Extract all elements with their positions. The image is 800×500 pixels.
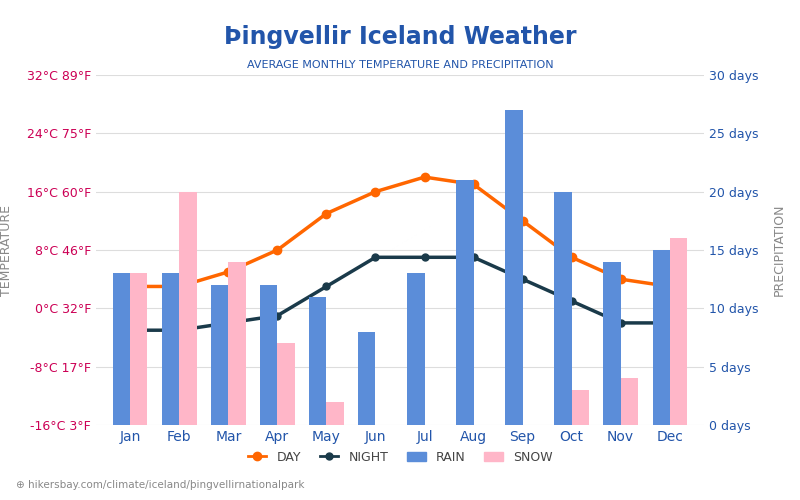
NIGHT	[322, 284, 331, 290]
Text: Þingvellir Iceland Weather: Þingvellir Iceland Weather	[224, 25, 576, 49]
Bar	[260, 285, 278, 425]
DAY	[174, 284, 184, 290]
NIGHT	[518, 276, 527, 282]
Bar	[113, 274, 130, 425]
Bar	[670, 238, 687, 425]
Bar	[554, 192, 572, 425]
DAY	[370, 188, 380, 194]
NIGHT	[126, 327, 135, 333]
Bar	[603, 262, 621, 425]
DAY	[420, 174, 430, 180]
Bar	[572, 390, 589, 425]
DAY	[126, 284, 135, 290]
DAY	[322, 210, 331, 216]
Bar	[162, 274, 179, 425]
Bar	[179, 192, 197, 425]
Text: AVERAGE MONTHLY TEMPERATURE AND PRECIPITATION: AVERAGE MONTHLY TEMPERATURE AND PRECIPIT…	[246, 60, 554, 70]
Text: ⊕ hikersbay.com/climate/iceland/þingvellirnationalpark: ⊕ hikersbay.com/climate/iceland/þingvell…	[16, 480, 305, 490]
Y-axis label: PRECIPITATION: PRECIPITATION	[772, 204, 786, 296]
DAY	[223, 269, 233, 275]
Bar	[456, 180, 474, 425]
Bar	[358, 332, 375, 425]
NIGHT	[567, 298, 577, 304]
NIGHT	[370, 254, 380, 260]
Bar	[621, 378, 638, 425]
NIGHT	[223, 320, 233, 326]
DAY	[469, 182, 478, 188]
Line: NIGHT: NIGHT	[127, 254, 673, 334]
NIGHT	[469, 254, 478, 260]
DAY	[616, 276, 626, 282]
Bar	[278, 344, 294, 425]
Bar	[310, 296, 326, 425]
NIGHT	[420, 254, 430, 260]
Bar	[407, 274, 425, 425]
Bar	[653, 250, 670, 425]
NIGHT	[616, 320, 626, 326]
DAY	[567, 254, 577, 260]
Bar	[326, 402, 344, 425]
DAY	[518, 218, 527, 224]
DAY	[665, 284, 674, 290]
NIGHT	[273, 312, 282, 318]
Bar	[506, 110, 522, 425]
NIGHT	[665, 320, 674, 326]
NIGHT	[174, 327, 184, 333]
Line: DAY: DAY	[126, 173, 674, 290]
Legend: DAY, NIGHT, RAIN, SNOW: DAY, NIGHT, RAIN, SNOW	[242, 446, 558, 469]
Bar	[228, 262, 246, 425]
Y-axis label: TEMPERATURE: TEMPERATURE	[0, 204, 13, 296]
Bar	[211, 285, 228, 425]
Bar	[130, 274, 147, 425]
DAY	[273, 247, 282, 253]
